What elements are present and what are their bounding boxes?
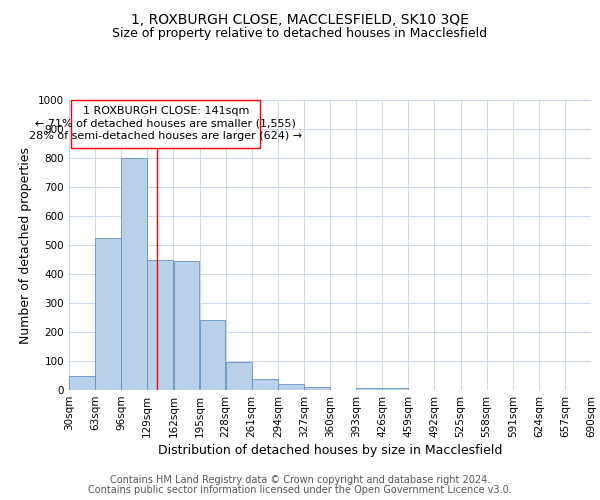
X-axis label: Distribution of detached houses by size in Macclesfield: Distribution of detached houses by size … [158, 444, 502, 457]
Bar [173, 261, 199, 390]
Text: ← 71% of detached houses are smaller (1,555): ← 71% of detached houses are smaller (1,… [35, 118, 296, 128]
Text: Size of property relative to detached houses in Macclesfield: Size of property relative to detached ho… [112, 28, 488, 40]
Y-axis label: Number of detached properties: Number of detached properties [19, 146, 32, 344]
Text: Contains public sector information licensed under the Open Government Licence v3: Contains public sector information licen… [88, 485, 512, 495]
Bar [95, 238, 121, 390]
Bar [148, 260, 173, 390]
Bar [356, 388, 382, 390]
Bar [252, 380, 278, 390]
Bar [382, 388, 408, 390]
Text: 28% of semi-detached houses are larger (624) →: 28% of semi-detached houses are larger (… [29, 130, 302, 140]
FancyBboxPatch shape [71, 100, 260, 148]
Bar [200, 320, 226, 390]
Bar [121, 158, 147, 390]
Text: 1, ROXBURGH CLOSE, MACCLESFIELD, SK10 3QE: 1, ROXBURGH CLOSE, MACCLESFIELD, SK10 3Q… [131, 12, 469, 26]
Text: 1 ROXBURGH CLOSE: 141sqm: 1 ROXBURGH CLOSE: 141sqm [83, 106, 249, 116]
Text: Contains HM Land Registry data © Crown copyright and database right 2024.: Contains HM Land Registry data © Crown c… [110, 475, 490, 485]
Bar [226, 362, 251, 390]
Bar [278, 384, 304, 390]
Bar [304, 386, 330, 390]
Bar [69, 376, 95, 390]
